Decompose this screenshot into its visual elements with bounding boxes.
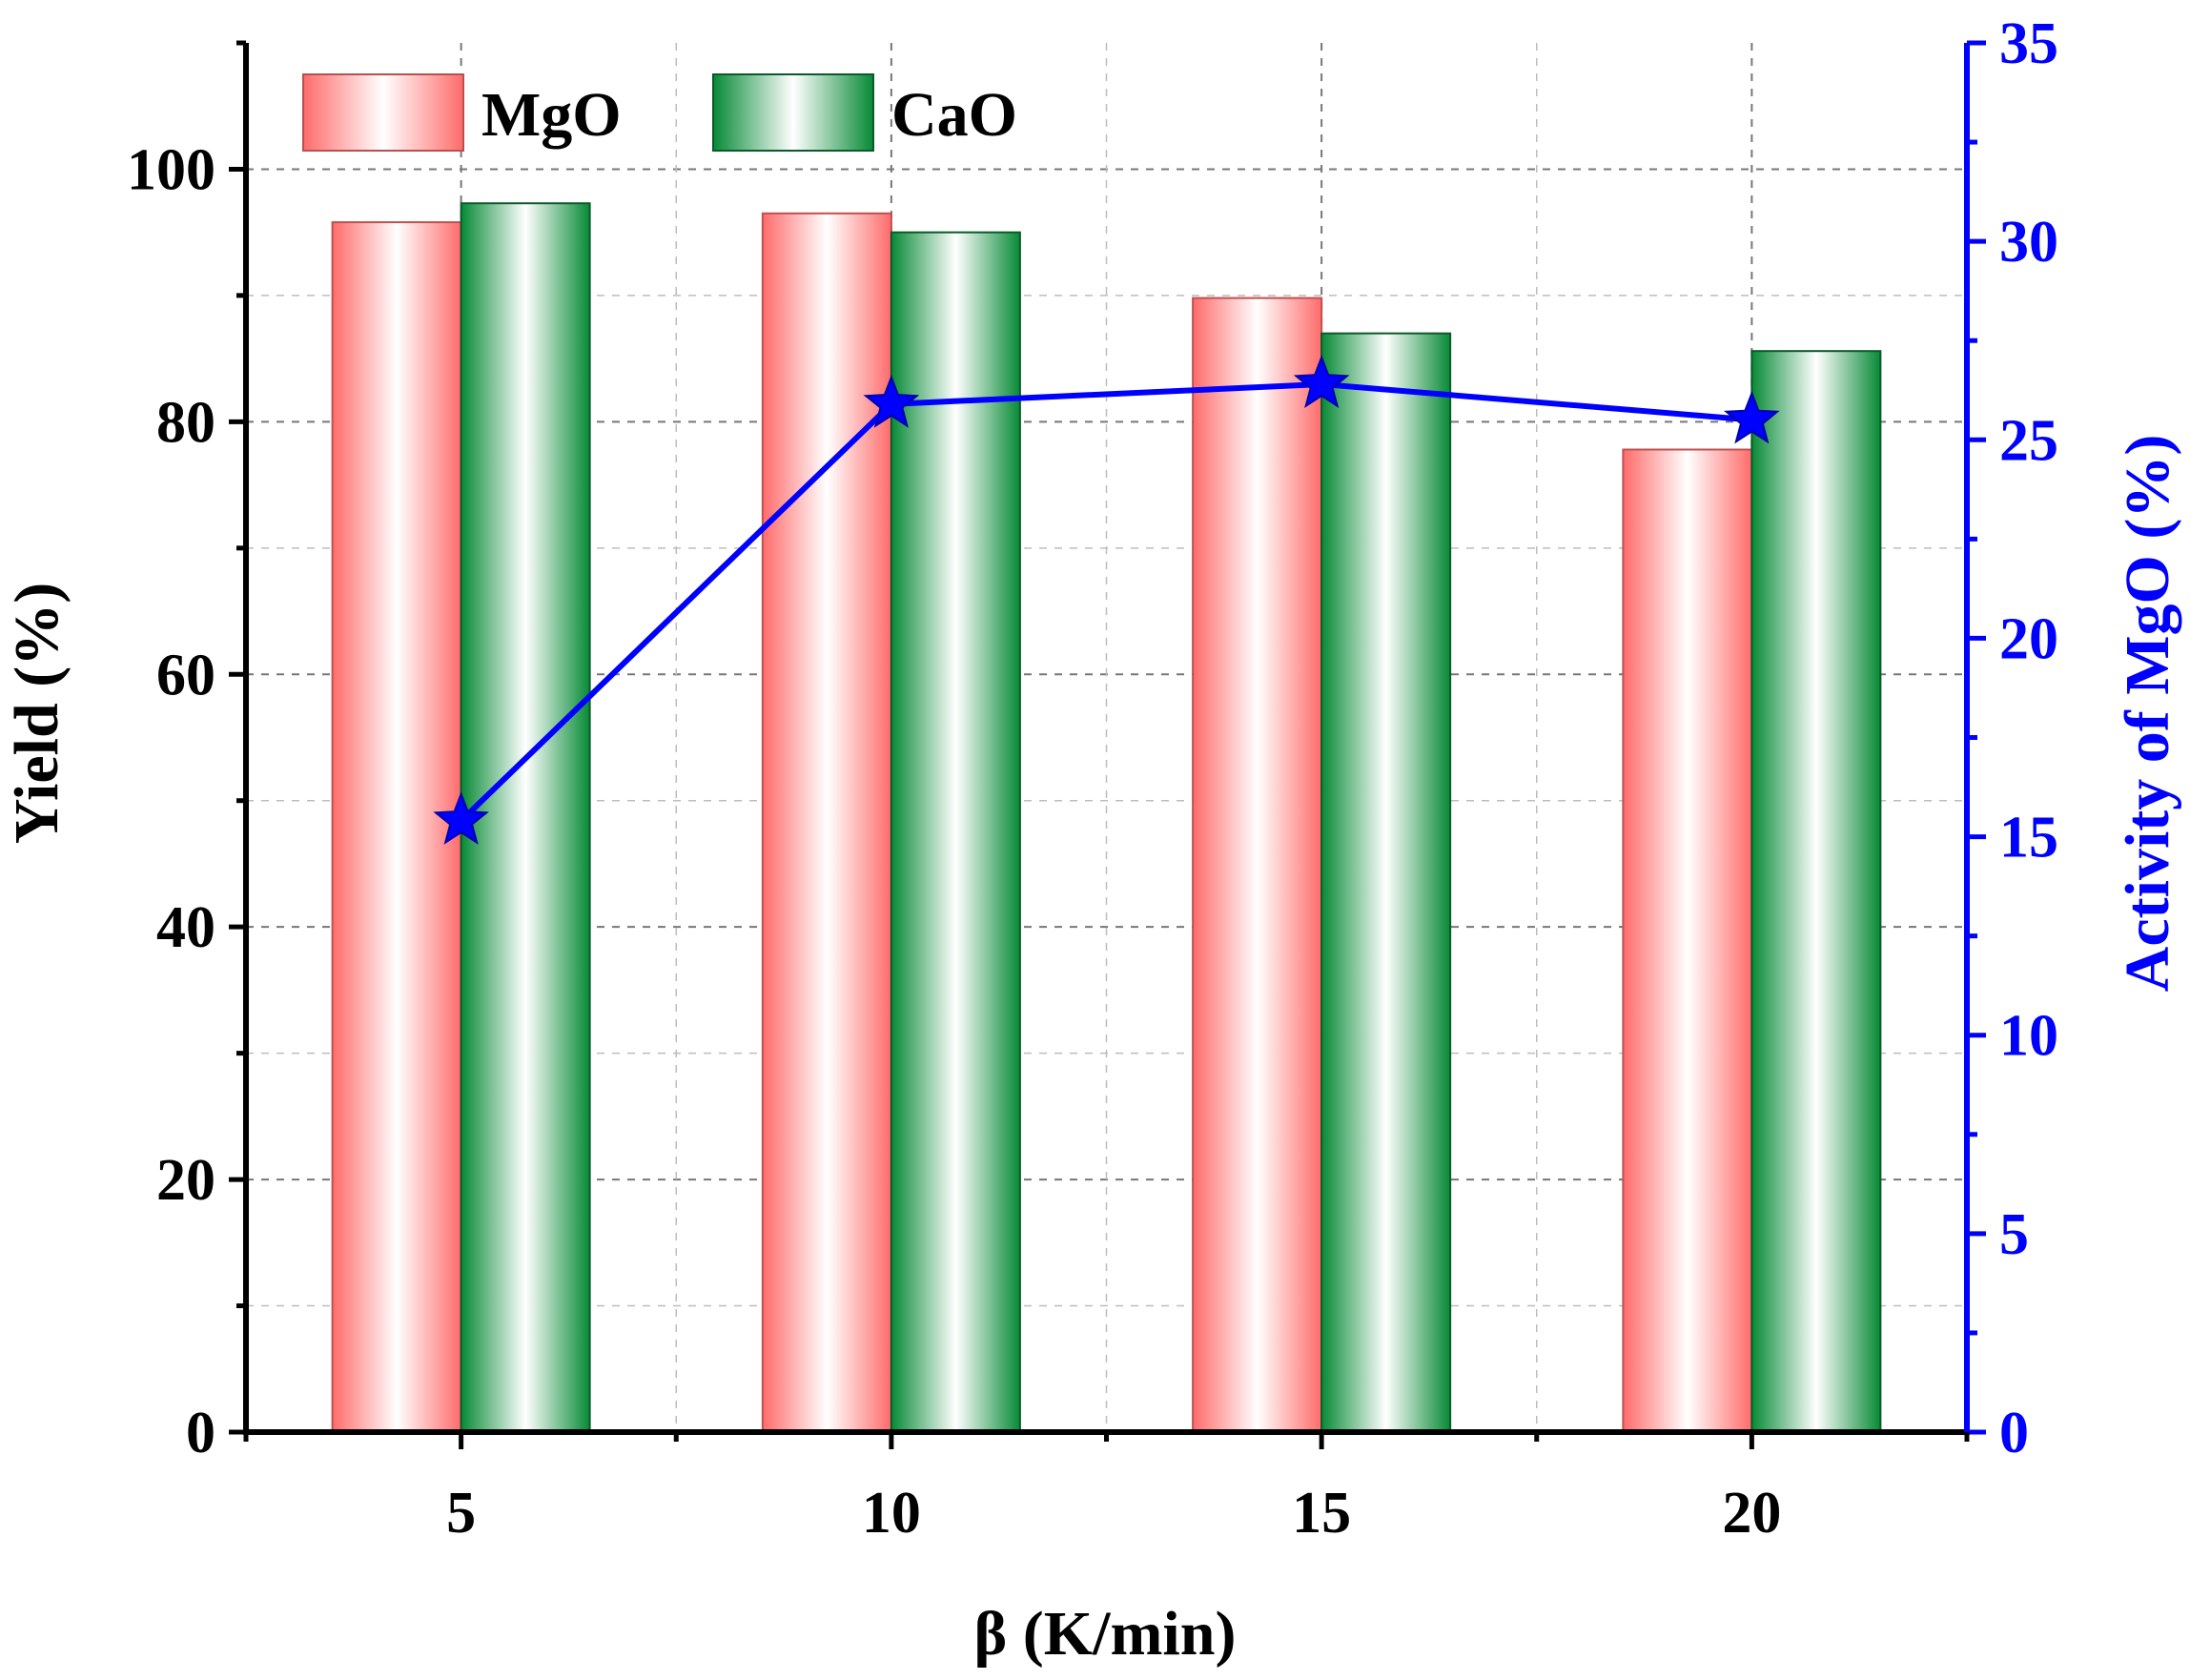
y-tick-label: 20: [156, 1148, 215, 1213]
legend-label-mgo: MgO: [481, 80, 622, 150]
axes: 0 20 40 60 80 100 0 5 10 15 20 25 30 35 5 10 15 20: [127, 11, 2058, 1546]
activity-star-marker-20: [1724, 390, 1780, 444]
activity-star-marker-15: [1293, 355, 1350, 408]
y-tick-label: 80: [156, 390, 215, 455]
x-tick-label: 5: [446, 1481, 476, 1546]
y2-axis-title: Activity of MgO (%): [2113, 435, 2182, 993]
y2-tick-label: 25: [1999, 408, 2058, 473]
activity-line: [433, 355, 1780, 845]
x-tick-label: 20: [1722, 1481, 1781, 1546]
y2-tick-label: 5: [1999, 1202, 2029, 1267]
y2-tick-label: 30: [1999, 210, 2058, 275]
y2-tick-label: 0: [1999, 1401, 2029, 1465]
legend-label-cao: CaO: [891, 80, 1017, 150]
y-tick-label: 0: [186, 1401, 215, 1465]
bar-cao-15: [1320, 332, 1452, 1433]
y2-tick-label: 20: [1999, 606, 2058, 671]
x-tick-label: 15: [1292, 1481, 1351, 1546]
activity-line-path: [459, 381, 1752, 824]
bar-mgo-5: [331, 221, 462, 1433]
legend-swatch-mgo: [302, 73, 464, 152]
y-tick-label: 40: [156, 895, 215, 960]
activity-star-marker-5: [433, 791, 489, 845]
y-tick-label: 60: [156, 643, 215, 707]
bar-cao-10: [890, 231, 1021, 1434]
x-tick-label: 10: [862, 1481, 921, 1546]
y-axis-title: Yield (%): [2, 583, 72, 844]
y2-tick-label: 15: [1999, 806, 2058, 871]
activity-star-marker-10: [863, 375, 920, 428]
legend-swatch-cao: [712, 73, 874, 152]
y2-tick-label: 10: [1999, 1004, 2058, 1069]
y2-tick-label: 35: [1999, 11, 2058, 76]
bar-mgo-15: [1192, 297, 1323, 1433]
bar-mgo-20: [1622, 448, 1753, 1433]
x-axis-title: β (K/min): [974, 1599, 1237, 1669]
legend: MgO CaO: [302, 73, 1017, 152]
bar-cao-20: [1750, 350, 1882, 1433]
y-tick-label: 100: [127, 137, 215, 202]
bars: [331, 202, 1882, 1434]
